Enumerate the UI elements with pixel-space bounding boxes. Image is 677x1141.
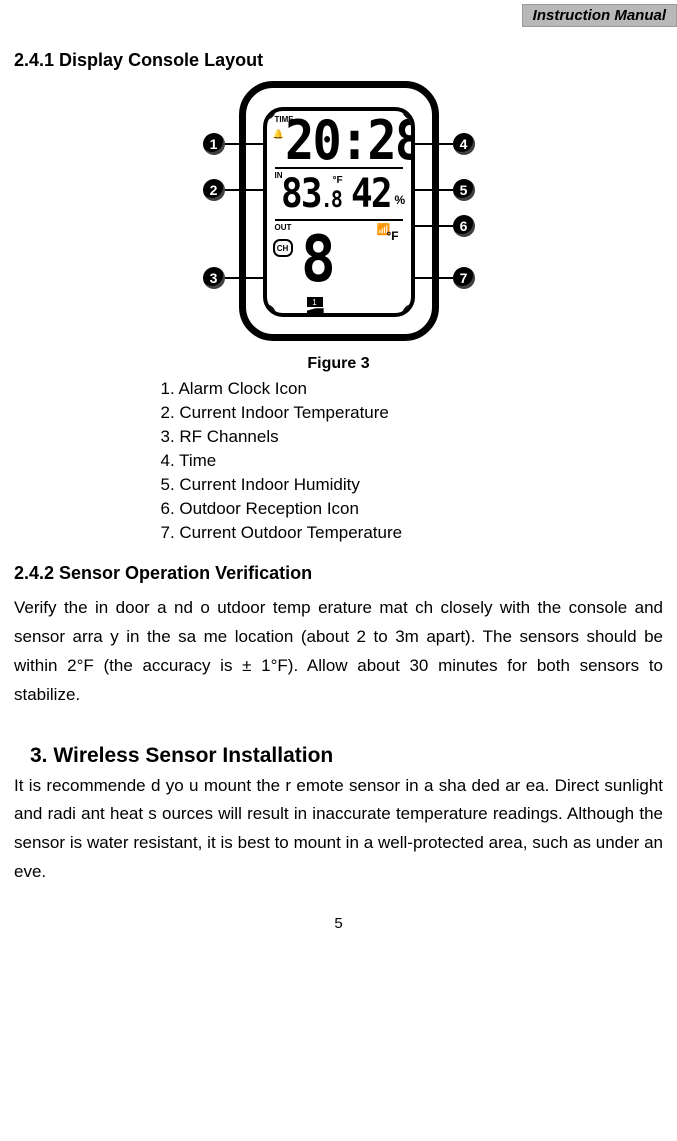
humidity-unit: % [395,193,406,207]
out-label: OUT [275,223,292,232]
legend-item: 1. Alarm Clock Icon [129,379,549,399]
figure-3: TIME 🔔 20:28 IN 83.8 °F 42 % OUT CH 📶 °F… [14,81,663,349]
in-temp-unit: °F [333,175,343,186]
callout-6: 6 [453,215,475,237]
bar-indicator: 1 [307,297,323,307]
heading-242: 2.4.2 Sensor Operation Verification [14,563,663,584]
heading-3: 3. Wireless Sensor Installation [30,744,663,768]
time-value: 20:28 [285,109,415,172]
para-3: It is recommende d yo u mount the r emot… [14,772,663,888]
legend-item: 2. Current Indoor Temperature [129,403,549,423]
para-242: Verify the in door a nd o utdoor temp er… [14,594,663,710]
humidity: 42 [351,171,391,217]
legend-item: 7. Current Outdoor Temperature [129,523,549,543]
callout-7: 7 [453,267,475,289]
legend-item: 4. Time [129,451,549,471]
legend-list: 1. Alarm Clock Icon 2. Current Indoor Te… [129,379,549,543]
heading-241: 2.4.1 Display Console Layout [14,50,663,71]
in-temp: 83.8 [281,171,341,217]
callout-2: 2 [203,179,225,201]
alarm-icon: 🔔 [273,129,284,140]
legend-item: 5. Current Indoor Humidity [129,475,549,495]
legend-item: 3. RF Channels [129,427,549,447]
figure-caption: Figure 3 [14,355,663,373]
ch-box: CH [273,239,293,257]
callout-4: 4 [453,133,475,155]
callout-3: 3 [203,267,225,289]
legend-item: 6. Outdoor Reception Icon [129,499,549,519]
callout-1: 1 [203,133,225,155]
callout-5: 5 [453,179,475,201]
header-tab: Instruction Manual [522,4,677,27]
page-number: 5 [14,915,663,932]
device-illustration: TIME 🔔 20:28 IN 83.8 °F 42 % OUT CH 📶 °F… [189,81,489,349]
